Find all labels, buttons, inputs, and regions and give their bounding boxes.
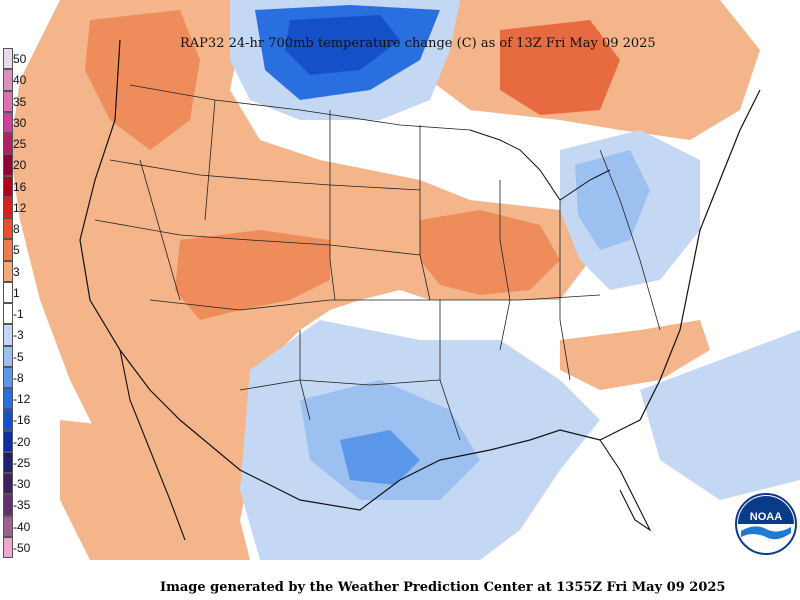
- noaa-logo-text: NOAA: [750, 511, 782, 523]
- legend-swatch: [3, 536, 13, 558]
- footer-credit: Image generated by the Weather Predictio…: [160, 580, 726, 595]
- legend-swatch: [3, 515, 13, 537]
- legend-swatch: [3, 324, 13, 346]
- legend-swatch: [3, 494, 13, 516]
- legend-label: 16: [13, 179, 27, 194]
- legend-swatch: [3, 196, 13, 218]
- legend-swatch: [3, 239, 13, 261]
- legend-swatch: [3, 303, 13, 325]
- legend-swatch: [3, 281, 13, 303]
- state-boundaries: [94, 84, 661, 441]
- legend-swatch: [3, 154, 13, 176]
- temperature-change-map: [10, 0, 800, 560]
- legend-swatch: [3, 48, 13, 70]
- legend-swatch: [3, 345, 13, 367]
- cool-field-atlantic: [640, 330, 800, 500]
- legend-label: 40: [13, 73, 27, 88]
- legend-swatch: [3, 430, 13, 452]
- legend-label: 8: [13, 222, 20, 236]
- cool-field-texas-deep: [340, 430, 420, 485]
- legend-label: -5: [13, 349, 24, 364]
- warm-field-mexico: [60, 420, 240, 560]
- legend-label: -16: [13, 413, 31, 428]
- legend-label: -3: [13, 328, 24, 343]
- legend-label: 1: [13, 285, 20, 300]
- warm-field-rockies-core: [175, 230, 330, 320]
- legend-swatch: [3, 69, 13, 91]
- legend-label: -8: [13, 370, 24, 385]
- footer-bar: Image generated by the Weather Predictio…: [0, 560, 800, 600]
- legend-label: 20: [13, 158, 27, 173]
- warm-field-southeast: [560, 320, 710, 390]
- legend-label: 50: [13, 52, 27, 66]
- warm-field-midwest-core: [420, 210, 560, 295]
- florida-coastline: [599, 439, 652, 532]
- legend-swatch: [3, 366, 13, 388]
- map-title: RAP32 24-hr 700mb temperature change (C)…: [180, 36, 656, 51]
- legend-label: 35: [13, 94, 27, 109]
- legend-label: 3: [13, 264, 20, 279]
- legend-label: -50: [13, 540, 31, 555]
- warm-field-northwest-core: [85, 10, 200, 150]
- legend-swatch: [3, 133, 13, 155]
- legend-swatch: [3, 260, 13, 282]
- legend-swatch: [3, 175, 13, 197]
- color-legend: 50 40 35 30 25 20 16 12 8 5 3 1 -1 -3 -5 -8 -12 -16 -20 -25…: [3, 48, 30, 558]
- legend-label: -1: [13, 307, 24, 321]
- coastline: [79, 39, 761, 511]
- legend-label: -35: [13, 498, 31, 513]
- legend-label: -25: [13, 455, 31, 470]
- cool-field-northeast-core: [575, 150, 650, 250]
- legend-label: 30: [13, 115, 27, 130]
- legend-label: -20: [13, 434, 31, 449]
- legend-label: -30: [13, 477, 31, 491]
- legend-swatch: [3, 218, 13, 240]
- legend-swatch: [3, 409, 13, 431]
- legend-label: 25: [13, 137, 27, 151]
- legend-label: 5: [13, 243, 20, 258]
- legend-label: -12: [13, 392, 31, 406]
- legend-swatch: [3, 451, 13, 473]
- noaa-logo: NOAA: [735, 493, 797, 555]
- legend-label: 12: [13, 200, 27, 215]
- great-lakes: [469, 129, 611, 201]
- cool-field-canada-deep: [285, 15, 400, 75]
- legend-label: -40: [13, 519, 31, 534]
- noaa-logo-icon: NOAA: [735, 493, 797, 555]
- legend-swatch: [3, 473, 13, 495]
- baja-coastline: [119, 349, 186, 541]
- map-canvas: [10, 0, 800, 560]
- legend-swatch: [3, 388, 13, 410]
- warm-field-canada-core: [500, 20, 620, 115]
- legend-swatch: [3, 111, 13, 133]
- legend-swatch: [3, 90, 13, 112]
